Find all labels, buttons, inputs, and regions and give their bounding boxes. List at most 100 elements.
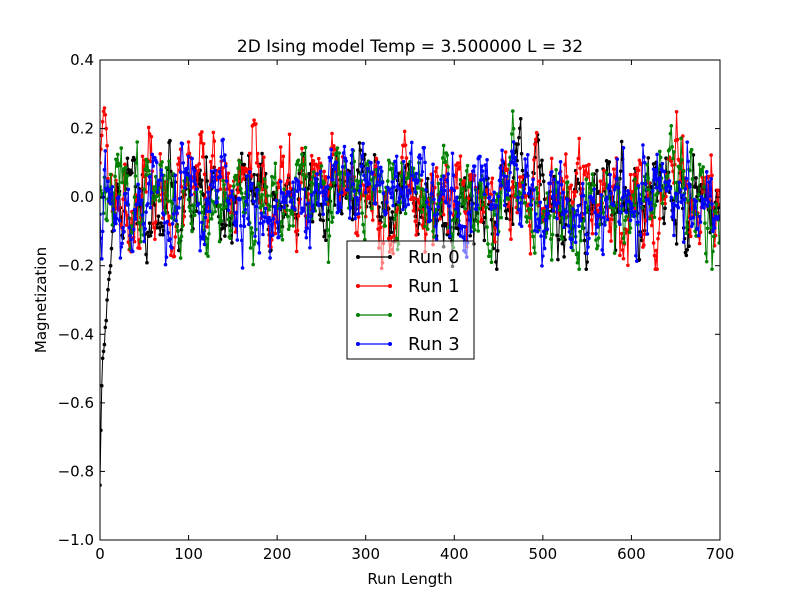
data-point bbox=[661, 216, 666, 220]
data-point bbox=[523, 200, 527, 205]
data-point bbox=[542, 246, 547, 251]
data-point bbox=[680, 158, 684, 162]
data-point bbox=[205, 179, 209, 183]
data-point bbox=[342, 191, 347, 195]
data-point bbox=[499, 215, 504, 220]
data-point bbox=[599, 193, 604, 197]
data-point bbox=[348, 205, 353, 210]
data-point bbox=[619, 204, 624, 208]
data-point bbox=[607, 160, 612, 164]
data-point bbox=[234, 210, 239, 215]
data-point bbox=[465, 163, 470, 168]
data-point bbox=[511, 140, 516, 144]
data-point bbox=[463, 224, 467, 229]
data-point bbox=[466, 196, 471, 201]
data-point bbox=[408, 191, 412, 195]
data-point bbox=[571, 200, 575, 204]
data-point bbox=[683, 250, 688, 255]
data-point bbox=[691, 215, 696, 220]
data-point bbox=[611, 184, 615, 189]
data-point bbox=[505, 192, 510, 197]
data-point bbox=[116, 195, 121, 199]
data-point bbox=[696, 226, 700, 231]
data-point bbox=[104, 318, 108, 323]
data-point bbox=[717, 241, 720, 245]
data-point bbox=[321, 218, 326, 223]
data-point bbox=[618, 253, 622, 258]
data-point bbox=[626, 189, 630, 193]
data-point bbox=[470, 202, 474, 207]
data-point bbox=[245, 174, 249, 178]
data-point bbox=[456, 226, 460, 231]
data-point bbox=[167, 214, 171, 218]
data-point bbox=[646, 197, 651, 202]
data-point bbox=[165, 193, 170, 198]
data-point bbox=[518, 201, 523, 205]
data-point bbox=[275, 220, 279, 224]
data-point bbox=[423, 160, 427, 165]
data-point bbox=[349, 153, 354, 158]
data-point bbox=[455, 195, 459, 200]
data-point bbox=[595, 246, 599, 251]
data-point bbox=[627, 230, 632, 235]
data-point bbox=[540, 158, 544, 163]
data-point bbox=[476, 229, 481, 233]
data-point bbox=[611, 210, 615, 214]
data-point bbox=[619, 240, 623, 245]
data-point bbox=[583, 169, 588, 173]
data-point bbox=[324, 238, 328, 243]
data-point bbox=[576, 156, 581, 161]
data-point bbox=[567, 230, 572, 234]
data-point bbox=[697, 214, 702, 219]
data-point bbox=[355, 198, 360, 203]
data-point bbox=[110, 184, 115, 189]
data-point bbox=[579, 218, 583, 223]
data-point bbox=[578, 213, 582, 218]
data-point bbox=[656, 236, 660, 241]
data-point bbox=[281, 154, 286, 159]
data-point bbox=[532, 188, 536, 192]
data-point bbox=[697, 241, 702, 246]
data-point bbox=[209, 169, 214, 174]
data-point bbox=[448, 211, 453, 215]
data-point bbox=[221, 137, 225, 142]
data-point bbox=[598, 206, 603, 210]
data-point bbox=[160, 160, 164, 164]
data-point bbox=[168, 237, 172, 241]
data-point bbox=[638, 233, 643, 237]
data-point bbox=[100, 188, 103, 193]
data-point bbox=[471, 169, 475, 174]
data-point bbox=[285, 178, 290, 183]
data-point bbox=[434, 237, 439, 241]
data-point bbox=[573, 190, 578, 194]
data-point bbox=[210, 212, 215, 216]
data-point bbox=[505, 167, 510, 172]
data-point bbox=[272, 175, 277, 180]
data-point bbox=[328, 186, 333, 191]
data-point bbox=[318, 169, 323, 174]
x-tick-label: 600 bbox=[617, 545, 646, 563]
data-point bbox=[155, 190, 160, 194]
data-point bbox=[620, 248, 625, 252]
data-point bbox=[565, 198, 570, 203]
data-point bbox=[451, 173, 456, 177]
data-point bbox=[260, 192, 264, 197]
data-point bbox=[188, 209, 193, 213]
data-point bbox=[280, 200, 285, 204]
data-point bbox=[689, 147, 694, 152]
data-point bbox=[585, 210, 589, 214]
data-point bbox=[654, 248, 659, 253]
data-point bbox=[693, 206, 697, 210]
data-point bbox=[409, 140, 414, 145]
data-point bbox=[468, 218, 473, 222]
data-point bbox=[125, 213, 130, 218]
data-point bbox=[705, 226, 710, 231]
data-point bbox=[156, 214, 161, 218]
data-point bbox=[380, 180, 385, 185]
data-point bbox=[228, 184, 232, 188]
data-point bbox=[226, 171, 231, 176]
data-point bbox=[572, 215, 576, 219]
data-point bbox=[593, 210, 597, 215]
data-point bbox=[185, 166, 190, 170]
data-point bbox=[514, 163, 519, 167]
